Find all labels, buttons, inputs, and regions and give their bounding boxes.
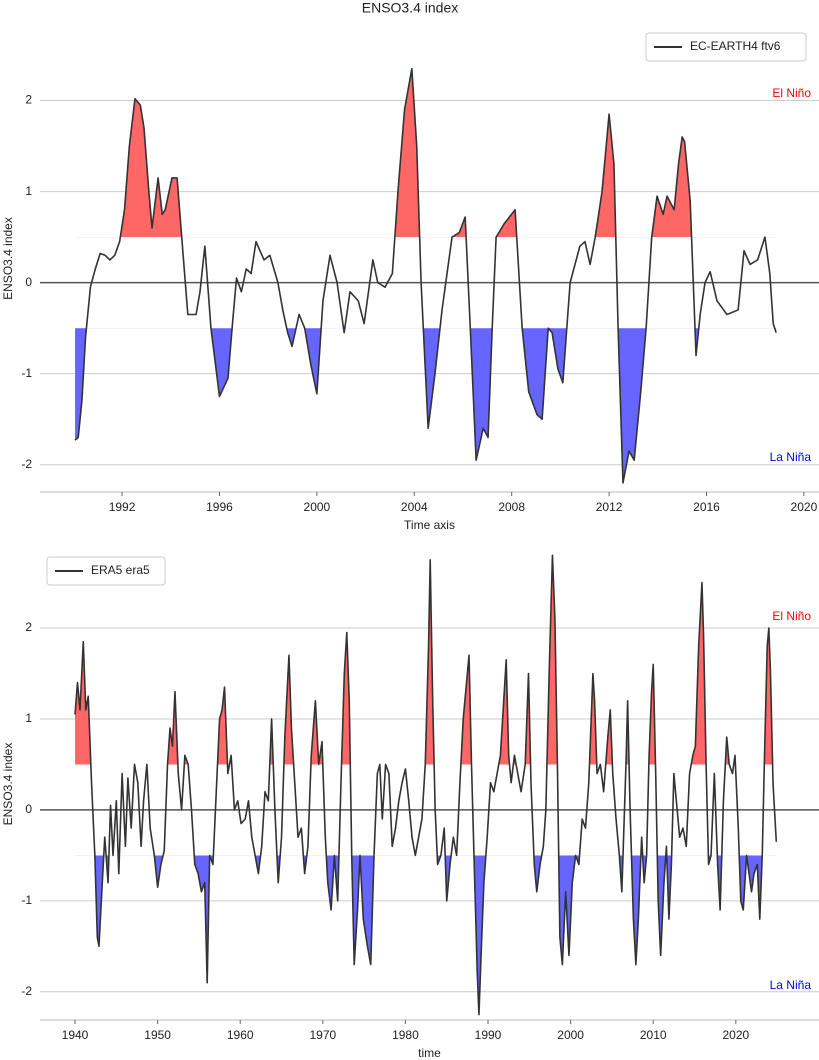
y-tick-label: 1: [25, 711, 32, 725]
legend-box: [46, 556, 166, 586]
x-tick-label: 2016: [693, 500, 720, 514]
y-tick-label: 2: [25, 620, 32, 634]
la-nina-fill: [75, 328, 777, 483]
x-tick-label: 2020: [791, 500, 818, 514]
legend-label: EC-EARTH4 ftv6: [690, 39, 781, 53]
x-tick-label: 1940: [62, 1028, 89, 1042]
y-tick-label: 0: [25, 802, 32, 816]
y-tick-label: 1: [25, 184, 32, 198]
y-tick-label: 0: [25, 275, 32, 289]
la-nina-fill: [94, 855, 763, 1015]
y-tick-label: -1: [21, 893, 32, 907]
el-nino-fill: [75, 555, 777, 765]
x-tick-label: 1980: [392, 1028, 419, 1042]
legend-label: ERA5 era5: [91, 563, 150, 577]
x-tick-label: 2010: [640, 1028, 667, 1042]
series-line: [74, 554, 778, 1016]
el-nino-fill: [75, 68, 777, 238]
x-tick-label: 1970: [309, 1028, 336, 1042]
x-tick-label: 2008: [498, 500, 525, 514]
y-tick-label: -2: [21, 457, 32, 471]
y-tick-label: -1: [21, 366, 32, 380]
x-tick-label: 2000: [304, 500, 331, 514]
x-tick-label: 2000: [557, 1028, 584, 1042]
chart-title: ENSO3.4 index: [362, 0, 459, 16]
x-tick-label: 1990: [475, 1028, 502, 1042]
series-line: [74, 67, 777, 484]
x-axis-label: time: [418, 1046, 441, 1060]
x-tick-label: 1960: [227, 1028, 254, 1042]
x-axis-label: Time axis: [404, 518, 455, 532]
el-nino-label: El Niño: [772, 86, 811, 100]
y-tick-label: -2: [21, 984, 32, 998]
x-tick-label: 2004: [401, 500, 428, 514]
la-nina-label: La Niña: [770, 450, 812, 464]
x-tick-label: 1992: [109, 500, 136, 514]
y-tick-label: 2: [25, 93, 32, 107]
x-tick-label: 1950: [144, 1028, 171, 1042]
x-tick-label: 2012: [596, 500, 623, 514]
el-nino-label: El Niño: [772, 609, 811, 623]
x-tick-label: 2020: [722, 1028, 749, 1042]
x-tick-label: 1996: [206, 500, 233, 514]
legend-box: [645, 32, 807, 62]
la-nina-label: La Niña: [770, 978, 812, 992]
y-axis-label: ENSO3.4 index: [1, 217, 15, 300]
y-axis-label: ENSO3.4 index: [1, 743, 15, 826]
